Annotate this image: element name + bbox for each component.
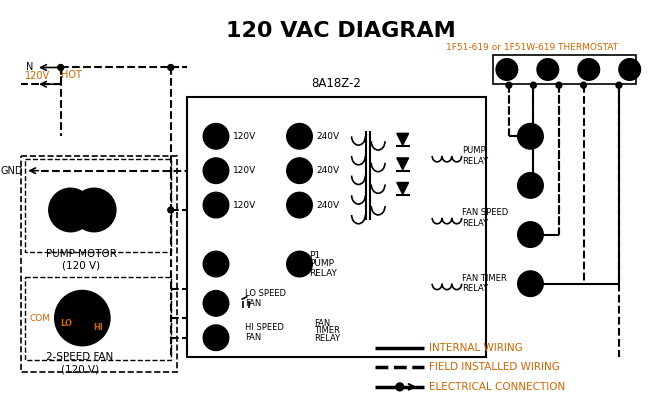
Bar: [21, 156, 177, 372]
Text: FAN SPEED
RELAY: FAN SPEED RELAY: [462, 208, 508, 228]
Circle shape: [55, 290, 110, 346]
Text: N: N: [26, 62, 34, 72]
Text: INTERNAL WIRING: INTERNAL WIRING: [429, 343, 523, 352]
Circle shape: [168, 207, 174, 213]
Text: N: N: [212, 131, 220, 141]
Circle shape: [506, 82, 512, 88]
Text: 2-SPEED FAN
(120 V): 2-SPEED FAN (120 V): [46, 352, 113, 374]
Text: G: G: [626, 65, 634, 75]
Text: FAN: FAN: [245, 333, 262, 342]
Polygon shape: [397, 133, 409, 145]
Text: P2: P2: [209, 166, 223, 176]
Text: 240V: 240V: [316, 201, 339, 210]
Circle shape: [287, 192, 312, 218]
Text: R: R: [526, 131, 535, 141]
Text: R: R: [503, 65, 511, 75]
Text: Y: Y: [585, 65, 592, 75]
Circle shape: [58, 65, 64, 70]
Circle shape: [518, 173, 543, 198]
Circle shape: [168, 65, 174, 70]
Circle shape: [72, 189, 116, 232]
Circle shape: [531, 82, 537, 88]
Circle shape: [203, 325, 228, 351]
Circle shape: [578, 59, 600, 80]
Text: 240V: 240V: [316, 166, 339, 175]
Circle shape: [203, 124, 228, 149]
Text: 120V: 120V: [25, 71, 50, 81]
Circle shape: [287, 158, 312, 184]
Text: HI: HI: [210, 333, 222, 343]
Text: HI: HI: [93, 323, 103, 332]
Circle shape: [203, 290, 228, 316]
Text: Y: Y: [527, 230, 535, 240]
Circle shape: [203, 251, 228, 277]
Text: LO SPEED: LO SPEED: [245, 289, 287, 298]
Text: P2: P2: [293, 166, 306, 176]
Circle shape: [86, 318, 106, 338]
Circle shape: [287, 251, 312, 277]
Circle shape: [59, 318, 78, 338]
Text: W: W: [525, 181, 537, 190]
Text: LO: LO: [60, 318, 72, 328]
Text: HOT: HOT: [61, 70, 82, 80]
Text: FIELD INSTALLED WIRING: FIELD INSTALLED WIRING: [429, 362, 560, 372]
Text: PUMP MOTOR
(120 V): PUMP MOTOR (120 V): [46, 249, 117, 271]
Text: 1F51-619 or 1F51W-619 THERMOSTAT: 1F51-619 or 1F51W-619 THERMOSTAT: [446, 43, 618, 52]
Circle shape: [616, 82, 622, 88]
Text: 120V: 120V: [232, 132, 256, 141]
Circle shape: [518, 271, 543, 297]
Text: 240V: 240V: [316, 132, 339, 141]
Text: ELECTRICAL CONNECTION: ELECTRICAL CONNECTION: [429, 382, 565, 392]
Circle shape: [72, 295, 92, 314]
Bar: [186, 97, 486, 357]
Text: PUMP
RELAY: PUMP RELAY: [462, 146, 488, 166]
Text: 120V: 120V: [232, 201, 256, 210]
Text: PUMP: PUMP: [310, 259, 334, 268]
Text: L0: L0: [210, 298, 222, 308]
Text: FAN TIMER
RELAY: FAN TIMER RELAY: [462, 274, 507, 293]
Text: G: G: [526, 279, 535, 289]
Text: FAN: FAN: [245, 299, 262, 308]
Text: 8A18Z-2: 8A18Z-2: [312, 77, 361, 90]
Circle shape: [203, 192, 228, 218]
Text: TIMER: TIMER: [314, 326, 340, 335]
Circle shape: [518, 222, 543, 247]
Circle shape: [203, 158, 228, 184]
Text: F2: F2: [293, 200, 306, 210]
Text: 120 VAC DIAGRAM: 120 VAC DIAGRAM: [226, 21, 456, 41]
Text: P1: P1: [293, 259, 306, 269]
Circle shape: [396, 383, 404, 391]
Circle shape: [556, 82, 562, 88]
Bar: [25, 277, 171, 360]
Circle shape: [49, 189, 92, 232]
Text: L2: L2: [293, 131, 306, 141]
Text: RELAY: RELAY: [310, 269, 337, 278]
Text: COM: COM: [30, 313, 51, 323]
Text: P1: P1: [310, 251, 320, 260]
Circle shape: [518, 124, 543, 149]
Text: RELAY: RELAY: [314, 334, 340, 343]
Bar: [493, 55, 636, 84]
Text: F2: F2: [209, 200, 222, 210]
Text: FAN: FAN: [314, 318, 330, 328]
Circle shape: [581, 82, 586, 88]
Circle shape: [496, 59, 518, 80]
Circle shape: [287, 124, 312, 149]
Text: W: W: [542, 65, 553, 75]
Polygon shape: [397, 183, 409, 194]
Text: HI SPEED: HI SPEED: [245, 323, 284, 332]
Circle shape: [619, 59, 641, 80]
Text: 120V: 120V: [232, 166, 256, 175]
Text: L1: L1: [210, 259, 222, 269]
Bar: [25, 159, 171, 252]
Polygon shape: [397, 158, 409, 170]
Circle shape: [537, 59, 559, 80]
Text: GND: GND: [1, 166, 23, 176]
